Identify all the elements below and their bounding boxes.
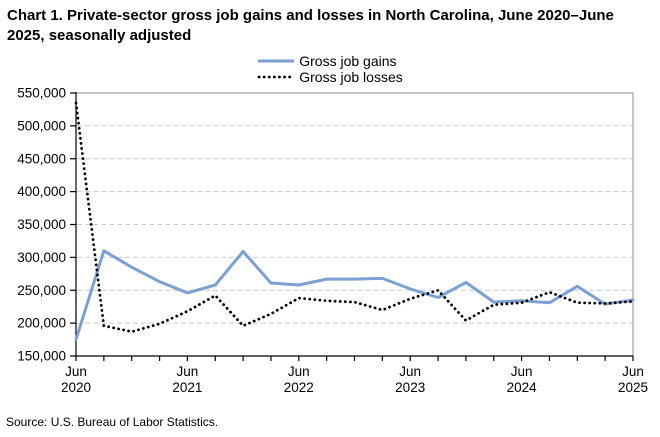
y-tick-label: 450,000 — [17, 151, 66, 166]
gains-line-swatch-icon — [258, 59, 295, 63]
legend-item-gains: Gross job gains — [257, 53, 402, 69]
legend-label-losses: Gross job losses — [299, 69, 403, 85]
y-tick-label: 350,000 — [17, 217, 66, 232]
y-tick-label: 400,000 — [17, 184, 66, 199]
x-tick-label-year: 2025 — [618, 380, 648, 395]
losses-line — [74, 101, 635, 334]
x-tick-label-year: 2024 — [507, 380, 538, 395]
x-tick-label-year: 2021 — [172, 380, 202, 395]
y-tick-label: 500,000 — [17, 118, 66, 133]
source-note: Source: U.S. Bureau of Labor Statistics. — [6, 415, 219, 429]
x-tick-label-year: 2020 — [61, 380, 91, 395]
y-tick-label: 200,000 — [17, 316, 66, 331]
y-tick-label: 300,000 — [17, 250, 66, 265]
y-tick-label: 250,000 — [17, 283, 66, 298]
x-tick-label-year: 2023 — [395, 380, 425, 395]
y-tick-label: 150,000 — [17, 349, 66, 364]
legend-label-gains: Gross job gains — [299, 53, 397, 69]
line-chart: 150,000 200,000 250,000 300,000 350,000 400,0… — [17, 86, 648, 396]
gains-line — [74, 249, 635, 342]
x-tick-label-month: Jun — [288, 364, 310, 379]
x-tick-label-month: Jun — [177, 364, 199, 379]
y-tick-label: 550,000 — [17, 86, 66, 101]
x-tick-label-month: Jun — [511, 364, 533, 379]
x-tick-label-month: Jun — [622, 364, 644, 379]
chart-title: Chart 1. Private-sector gross job gains … — [7, 7, 614, 44]
legend: Gross job gains Gross job losses — [0, 53, 660, 85]
losses-line-swatch-icon — [257, 75, 296, 79]
x-tick-label-month: Jun — [399, 364, 421, 379]
x-tick-label-year: 2022 — [284, 380, 314, 395]
x-tick-label-month: Jun — [65, 364, 87, 379]
legend-item-losses: Gross job losses — [257, 69, 403, 85]
